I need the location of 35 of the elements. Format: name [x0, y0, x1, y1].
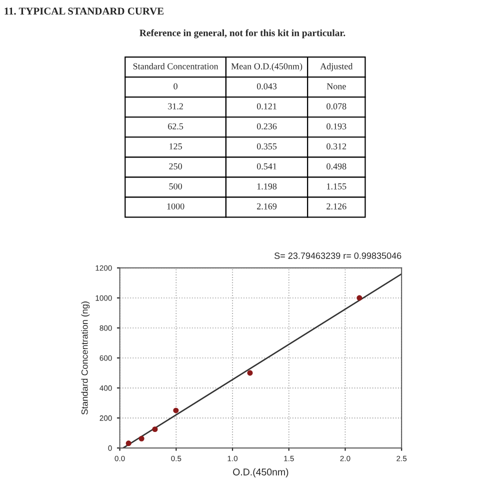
category-label: Mean O.D.(450nm): [231, 63, 302, 72]
text: 500: [169, 183, 182, 190]
text: 62.5: [168, 123, 184, 130]
point: [247, 370, 253, 376]
y-axis-title: Standard Concentration (ng): [81, 302, 90, 414]
text: 125: [170, 143, 182, 150]
point: [152, 426, 158, 432]
point: [173, 408, 179, 414]
text: 0.498: [326, 163, 346, 170]
text: 2.126: [326, 203, 346, 210]
text: 31.2: [168, 103, 183, 110]
text: 250: [169, 163, 182, 170]
text: 0.193: [326, 123, 346, 130]
text: 0.355: [256, 143, 277, 150]
x-axis-title: O.D.(450nm): [233, 468, 288, 478]
text: 0.078: [326, 103, 346, 110]
point: [126, 440, 132, 446]
text: 0.236: [256, 123, 277, 130]
category-label: Standard Concentration: [133, 63, 218, 70]
text: 1.155: [327, 183, 346, 190]
text: 11. TYPICAL STANDARD CURVE: [4, 8, 164, 15]
text: 0.312: [326, 143, 346, 150]
text: 1.198: [257, 183, 277, 190]
text: Reference in general, not for this kit in particular.: [140, 29, 346, 38]
text: 0.541: [256, 163, 276, 170]
point: [138, 436, 144, 442]
text: 0.121: [256, 103, 276, 110]
text: 0: [174, 83, 178, 90]
text: None: [326, 83, 346, 90]
text: 2.169: [257, 203, 277, 210]
text: 0.043: [256, 83, 277, 90]
point: [356, 295, 362, 301]
category-label: Adjusted: [320, 63, 353, 72]
text: S= 23.79463239 r= 0.99835046: [274, 252, 402, 259]
text: 1000: [167, 203, 184, 210]
